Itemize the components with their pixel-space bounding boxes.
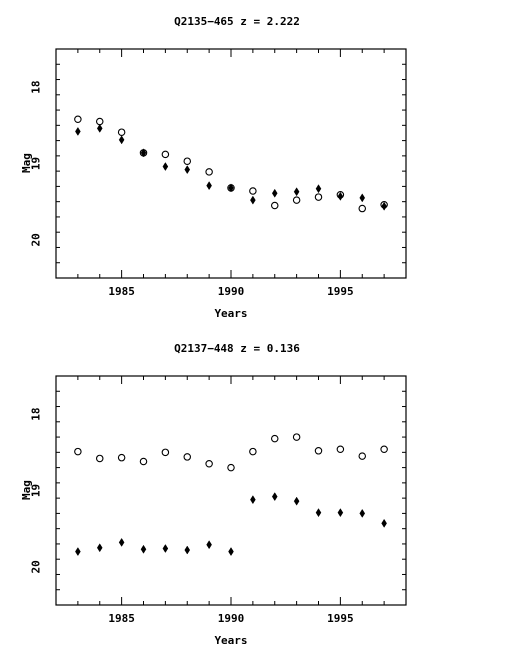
data-point-diamond bbox=[293, 496, 300, 506]
data-point-diamond bbox=[337, 508, 344, 518]
data-point-diamond bbox=[184, 545, 191, 555]
data-point-circle bbox=[183, 157, 192, 165]
x-axis-label: Years bbox=[214, 634, 247, 647]
x-tick-label: 1985 bbox=[108, 285, 135, 298]
data-point-diamond bbox=[118, 135, 125, 145]
data-point-diamond bbox=[250, 195, 256, 205]
data-point-circle bbox=[292, 433, 301, 441]
plot-frame bbox=[55, 48, 407, 279]
data-point-diamond bbox=[140, 148, 147, 158]
data-point-diamond bbox=[271, 188, 278, 198]
data-point-circle bbox=[314, 447, 323, 455]
data-point-circle bbox=[205, 168, 213, 176]
y-tick-label: 20 bbox=[30, 233, 43, 246]
data-point-diamond bbox=[75, 126, 81, 136]
data-point-diamond bbox=[359, 193, 366, 203]
data-point-diamond bbox=[315, 508, 322, 518]
data-point-circle bbox=[358, 452, 366, 460]
data-point-circle bbox=[74, 115, 82, 123]
data-point-diamond bbox=[250, 495, 256, 505]
y-tick-label: 18 bbox=[30, 408, 43, 421]
plot-frame bbox=[55, 375, 407, 606]
data-point-circle bbox=[183, 453, 192, 461]
data-point-diamond bbox=[381, 201, 387, 211]
y-axis-label: Mag bbox=[20, 480, 33, 500]
data-point-diamond bbox=[140, 544, 147, 554]
data-point-diamond bbox=[359, 508, 366, 518]
x-tick-label: 1985 bbox=[108, 612, 135, 625]
data-point-circle bbox=[270, 434, 279, 443]
x-tick-labels: 1985 1990 1995 bbox=[108, 612, 353, 625]
data-point-diamond bbox=[75, 547, 81, 557]
data-point-circle bbox=[117, 128, 126, 136]
data-point-diamond bbox=[96, 123, 103, 133]
x-axis-label: Years bbox=[214, 307, 247, 320]
x-tick-label: 1990 bbox=[218, 285, 245, 298]
data-point-circle bbox=[314, 193, 323, 201]
axis-ticks bbox=[56, 376, 406, 605]
data-point-diamond bbox=[96, 543, 103, 553]
data-point-circle bbox=[249, 187, 257, 195]
y-tick-label: 20 bbox=[30, 560, 43, 573]
data-point-circle bbox=[336, 445, 345, 454]
data-point-diamond bbox=[206, 540, 212, 550]
y-tick-label: 19 bbox=[30, 484, 43, 497]
data-point-diamond bbox=[315, 184, 322, 194]
data-point-circle bbox=[227, 463, 235, 472]
data-markers bbox=[74, 115, 388, 213]
data-point-circle bbox=[249, 447, 257, 456]
chart-title: Q2135−465 z = 2.222 bbox=[174, 15, 300, 28]
data-point-diamond bbox=[337, 191, 344, 201]
chart-panel-q2135: Q2135−465 z = 2.222 1985 1990 1995 18 19… bbox=[20, 15, 407, 320]
y-axis-label: Mag bbox=[20, 153, 33, 173]
data-point-diamond bbox=[162, 162, 169, 172]
data-point-circle bbox=[139, 457, 148, 466]
data-point-circle bbox=[96, 117, 104, 126]
y-tick-label: 18 bbox=[30, 81, 43, 94]
data-point-circle bbox=[74, 447, 82, 456]
data-point-diamond bbox=[118, 537, 125, 547]
data-point-circle bbox=[96, 454, 104, 463]
data-point-diamond bbox=[184, 165, 191, 175]
y-tick-label: 19 bbox=[30, 157, 43, 170]
data-point-diamond bbox=[228, 547, 234, 557]
data-point-circle bbox=[205, 460, 213, 468]
chart-title: Q2137−448 z = 0.136 bbox=[174, 342, 300, 355]
data-point-diamond bbox=[206, 181, 212, 191]
x-tick-label: 1995 bbox=[327, 285, 354, 298]
data-point-diamond bbox=[228, 183, 234, 193]
x-tick-label: 1990 bbox=[218, 612, 245, 625]
axis-ticks bbox=[56, 49, 406, 278]
y-tick-labels: 18 19 20 bbox=[30, 408, 43, 574]
data-point-circle bbox=[292, 196, 301, 204]
data-point-diamond bbox=[381, 518, 387, 528]
data-point-diamond bbox=[162, 544, 169, 553]
data-point-circle bbox=[270, 201, 279, 210]
data-markers bbox=[74, 433, 388, 557]
data-point-circle bbox=[117, 453, 126, 462]
data-point-circle bbox=[380, 445, 388, 454]
data-point-circle bbox=[161, 150, 170, 159]
y-tick-labels: 18 19 20 bbox=[30, 81, 43, 247]
data-point-circle bbox=[358, 204, 366, 213]
data-point-diamond bbox=[293, 187, 300, 197]
data-point-diamond bbox=[271, 492, 278, 502]
data-point-circle bbox=[161, 448, 170, 457]
x-tick-label: 1995 bbox=[327, 612, 354, 625]
chart-panel-q2137: Q2137−448 z = 0.136 1985 1990 1995 18 19… bbox=[20, 342, 407, 647]
x-tick-labels: 1985 1990 1995 bbox=[108, 285, 353, 298]
